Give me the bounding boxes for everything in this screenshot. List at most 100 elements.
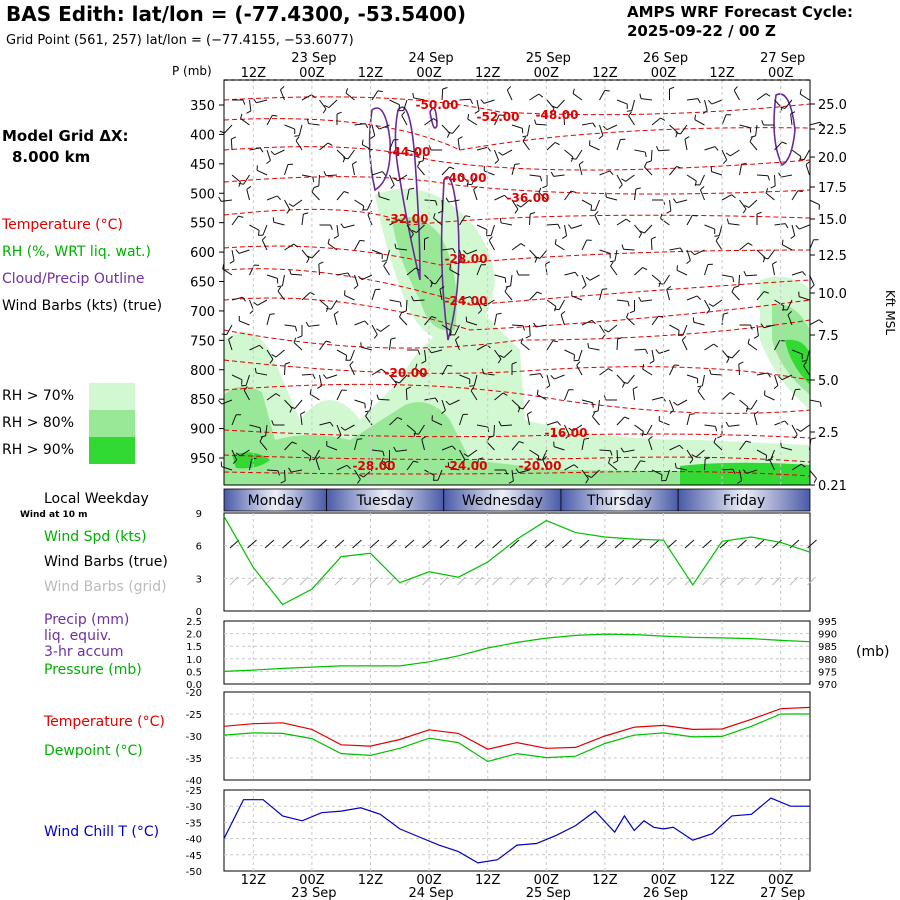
wind-barb-flag (447, 462, 450, 468)
wind-barb (697, 386, 705, 401)
wind-barb (652, 199, 666, 205)
wind-barb (284, 243, 299, 251)
wind-barb-flag (504, 286, 508, 292)
wind-barb-flag (309, 292, 315, 296)
wind-barb-staff (473, 189, 478, 201)
wind-barb-flag (795, 225, 800, 230)
wind-barb (401, 299, 408, 313)
legend-rh80: RH > 80% (2, 415, 75, 431)
wind-barb-staff (608, 462, 618, 471)
wind-barb-flag (586, 474, 592, 478)
wind-barb-staff (441, 399, 446, 411)
wind-barb (424, 199, 438, 206)
wind-barb-flag (572, 88, 575, 94)
wind-barb-flag (587, 342, 590, 349)
wind-barb-flag (666, 210, 672, 214)
wind-barb-flag (621, 178, 626, 182)
wind-barb-flag (447, 131, 453, 134)
wind-barb-staff (494, 274, 506, 279)
wind-barb-staff (626, 317, 635, 326)
wind-barb (616, 174, 623, 189)
wind-barb (424, 397, 439, 403)
wind-barb-staff (309, 393, 320, 401)
wind-barb (581, 399, 594, 408)
wind-barb-flag (480, 99, 485, 104)
wind-barb (511, 361, 517, 375)
wind-barb (473, 185, 478, 201)
wind-barb-staff (564, 389, 570, 401)
wind-barb-flag (742, 469, 747, 474)
wind-barb (393, 446, 408, 452)
wind-barb-staff (256, 372, 268, 376)
wind-barb-flag (676, 166, 682, 169)
wind-barb-staff (616, 416, 625, 426)
wind-barb (610, 261, 618, 276)
wind-barb (686, 374, 699, 384)
wind-barb-staff (791, 190, 799, 201)
wind-barb (753, 324, 759, 339)
wind-barb-flag (714, 235, 720, 237)
wind-barb (280, 469, 286, 484)
wind-barb-flag (592, 122, 596, 128)
wind-barb-staff (774, 374, 779, 386)
wind-barb-flag (311, 187, 315, 193)
wind-barb (389, 337, 396, 351)
wind-barb (511, 124, 524, 134)
pressure-label: Pressure (mb) (44, 662, 142, 678)
wind-barb-flag (644, 151, 647, 158)
wind-barb-flag (585, 478, 589, 484)
wind-barb-staff (756, 174, 769, 177)
cloud-outline-4 (773, 93, 796, 167)
wind-barb-flag (465, 215, 471, 218)
wind-barb-staff (506, 89, 513, 101)
wind-barb-staff (231, 449, 238, 461)
wind-barb-staff (597, 399, 600, 411)
wind-barb-staff (669, 247, 681, 251)
wind-barb (616, 374, 625, 388)
surface-barb-grid (527, 576, 536, 586)
wind-barb (529, 249, 538, 263)
wind-barb-staff (284, 324, 296, 327)
wind-barb-staff (806, 349, 810, 361)
wind-barb-staff (748, 199, 758, 208)
wind-barb (305, 321, 320, 327)
wind-barb-flag (288, 467, 292, 473)
wind-barb (345, 88, 355, 101)
bottom-hour-label: 00Z (416, 873, 442, 888)
wind-barb (704, 224, 716, 235)
surface-barb-true (597, 539, 607, 549)
wind-barb-flag (542, 185, 548, 189)
wind-barb (315, 455, 321, 471)
wind-barb-staff (634, 348, 646, 351)
wind-barb (260, 424, 268, 438)
wind-barb-staff (435, 274, 443, 285)
surface-barb-grid (334, 576, 344, 586)
wind-barb-staff (704, 224, 715, 230)
wind-barb-staff (644, 166, 653, 176)
surface-barb-true (789, 539, 800, 549)
wind-barb-staff (504, 291, 513, 301)
wind-barb-flag (376, 394, 379, 400)
temperature-contour-1 (223, 118, 811, 151)
wind-barb-staff (694, 119, 705, 126)
surface-barb-grid (509, 576, 519, 586)
wind-barb-flag (527, 411, 532, 415)
wind-barb-staff (349, 364, 355, 376)
top-hour-label: 12Z (241, 66, 267, 81)
wind-barb-flag (732, 469, 736, 475)
wind-barb-flag (727, 355, 733, 359)
wind-barb (290, 399, 303, 409)
wind-barb-staff (293, 342, 303, 351)
wind-barb-staff (616, 338, 619, 351)
temperature-contour-label: -52.00 (477, 110, 520, 124)
wind-barb (655, 145, 670, 152)
wind-barb-staff (686, 449, 694, 460)
wind-barb-flag (731, 287, 735, 293)
wind-barb-flag (345, 88, 349, 94)
wind-barb (538, 187, 548, 201)
wind-barb-flag (760, 323, 765, 329)
wind-barb-staff (256, 169, 268, 176)
wind-barb-flag (563, 111, 569, 115)
wind-barb-flag (658, 315, 664, 318)
wind-barb (488, 424, 495, 438)
